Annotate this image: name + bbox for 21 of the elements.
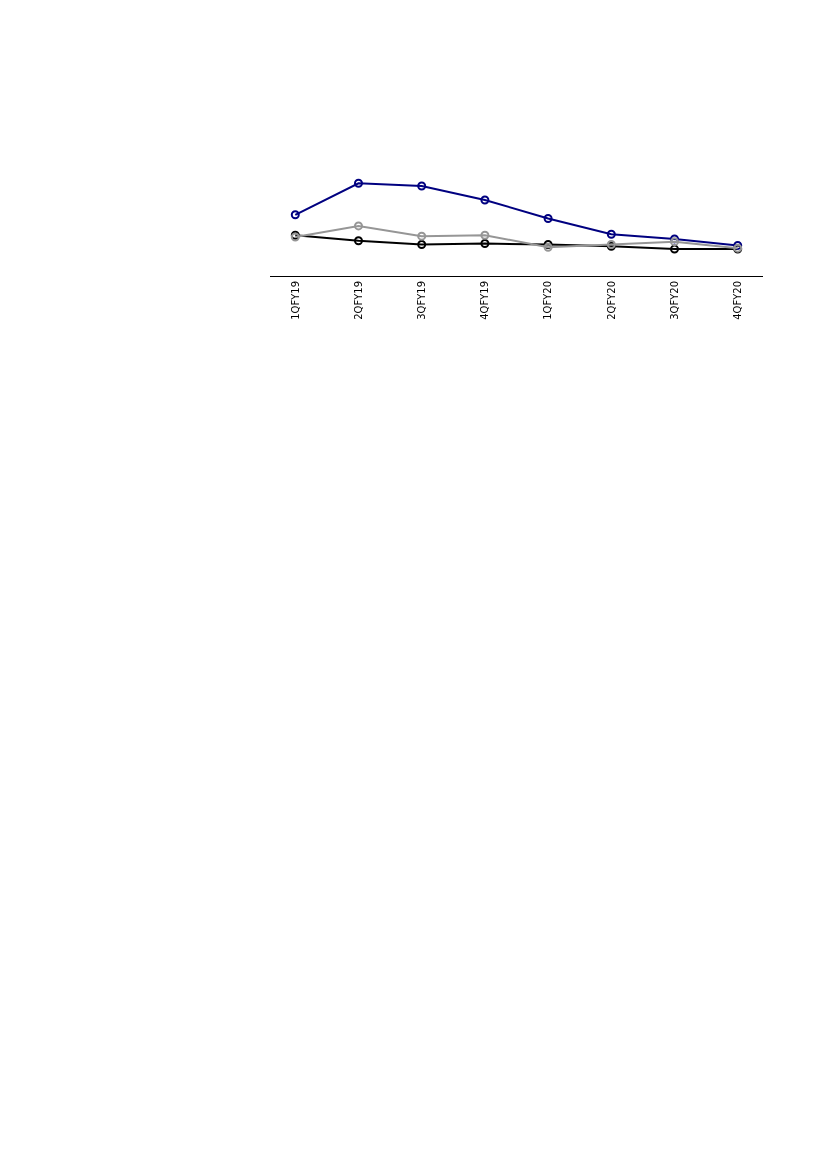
point — [543, 214, 553, 224]
x-tick-label: 4QFY20 — [731, 281, 743, 320]
point — [353, 178, 363, 188]
point — [353, 221, 363, 231]
point — [353, 236, 363, 246]
point — [417, 239, 427, 249]
x-tick-label: 3QFY20 — [668, 281, 680, 320]
x-tick-label: 1QFY20 — [542, 281, 554, 320]
point — [670, 244, 680, 254]
point — [480, 239, 490, 249]
x-tick-label: 2QFY19 — [352, 281, 364, 320]
x-tick-label: 4QFY19 — [479, 281, 491, 320]
point — [480, 195, 490, 205]
x-tick-label: 1QFY19 — [289, 281, 301, 320]
point — [480, 230, 490, 240]
point — [290, 210, 300, 220]
x-tick-label: 2QFY20 — [605, 281, 617, 320]
point — [417, 231, 427, 241]
x-tick-label: 3QFY19 — [415, 281, 427, 320]
point — [606, 229, 616, 239]
point — [417, 181, 427, 191]
